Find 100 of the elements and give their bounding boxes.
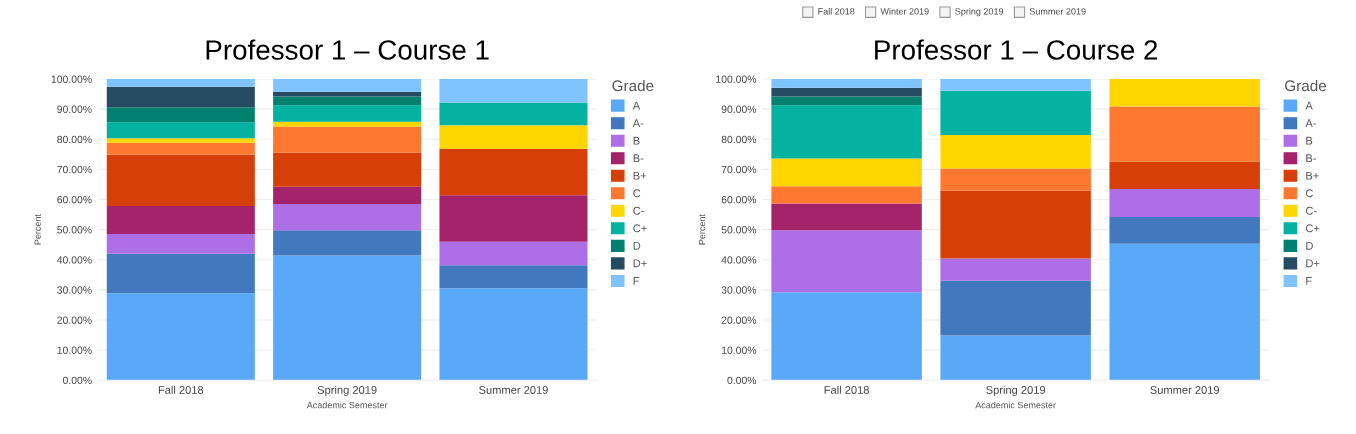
bar (771, 186, 922, 204)
bar (439, 265, 588, 289)
text: Winter 2019 (880, 7, 929, 15)
bar (1109, 106, 1260, 162)
chart-title: Professor 1 – Course 1 (206, 39, 489, 60)
bar (106, 206, 255, 235)
bar (771, 87, 922, 97)
legend-label: C (633, 189, 641, 198)
legend-title: Grade (612, 79, 654, 92)
y-tick-label: 80.00% (57, 135, 92, 144)
y-tick-label: 60.00% (57, 195, 92, 204)
legend-label: C (1305, 189, 1313, 198)
text: Summer 2019 (1029, 8, 1086, 15)
bar (940, 190, 1091, 259)
y-tick-label: 30.00% (721, 286, 757, 294)
bar (439, 195, 588, 242)
bar (940, 258, 1091, 281)
bar (273, 78, 422, 92)
y-tick-label: 70.00% (721, 165, 757, 174)
bar (439, 241, 588, 266)
bar (273, 96, 422, 106)
bar (439, 102, 588, 126)
legend-label: B- (633, 154, 644, 162)
legend-label: C+ (633, 224, 647, 233)
bar (106, 142, 255, 155)
x-tick-label: Fall 2018 (824, 385, 869, 394)
bar (771, 230, 922, 293)
bar (439, 78, 588, 103)
x-tick-label: Summer 2019 (1150, 386, 1220, 394)
y-tick-label: 90.00% (721, 105, 757, 113)
bar (940, 280, 1091, 336)
y-tick-label: 10.00% (57, 346, 92, 354)
bar (106, 86, 255, 108)
legend-label: D+ (1306, 259, 1320, 268)
x-axis-title: Academic Semester (975, 401, 1056, 409)
bar (1109, 188, 1260, 217)
bar (273, 126, 422, 153)
legend-title: Grade (1285, 79, 1327, 92)
y-tick-label: 40.00% (56, 256, 92, 264)
text: Fall 2018 (818, 7, 855, 15)
legend-label: F (1306, 277, 1312, 285)
y-tick-label: 0.00% (62, 376, 92, 385)
bar (273, 255, 422, 381)
y-tick-label: 10.00% (721, 346, 757, 354)
y-tick-label: 50.00% (57, 226, 92, 234)
bar (940, 335, 1091, 381)
chart-title: Professor 1 – Course 2 (875, 39, 1158, 60)
y-axis-title: Percent (34, 214, 41, 245)
bar (1109, 216, 1260, 244)
legend-label: A (1305, 101, 1313, 110)
bar (771, 203, 922, 231)
legend-label: C+ (1305, 224, 1320, 233)
bar (439, 125, 588, 149)
bar (940, 78, 1091, 91)
legend-label: D (1306, 241, 1313, 250)
legend-label: D+ (633, 259, 647, 268)
bar (106, 293, 255, 381)
y-tick-label: 0.00% (727, 376, 757, 385)
legend-label: B (633, 136, 640, 145)
bar (771, 158, 922, 187)
y-tick-label: 40.00% (721, 256, 757, 264)
bar (439, 148, 588, 196)
bar (771, 96, 922, 106)
legend-label: A- (632, 119, 644, 127)
x-tick-label: Spring 2019 (986, 385, 1046, 397)
y-tick-label: 100.00% (716, 75, 757, 83)
bar (1109, 78, 1260, 107)
y-tick-label: 50.00% (721, 226, 757, 234)
bar (106, 138, 255, 143)
bar (771, 78, 922, 88)
y-tick-label: 30.00% (57, 286, 92, 294)
bar (771, 292, 922, 381)
legend-label: C- (1305, 206, 1317, 215)
bar (940, 135, 1091, 169)
bar (273, 203, 422, 231)
legend-label: D (633, 241, 641, 250)
y-tick-label: 20.00% (57, 316, 92, 324)
legend-label: A- (1305, 119, 1317, 127)
y-axis-title: Percent (698, 214, 706, 245)
x-tick-label: Summer 2019 (479, 386, 548, 394)
bar (940, 90, 1091, 136)
bar (106, 154, 255, 207)
legend-label: B (1306, 136, 1313, 145)
legend-label: C- (633, 206, 644, 215)
bar (273, 105, 422, 122)
bar (106, 78, 255, 87)
bar (106, 107, 255, 123)
legend-label: B+ (1306, 171, 1319, 180)
legend-label: B+ (633, 171, 647, 180)
x-tick-label: Fall 2018 (158, 385, 204, 394)
legend-label: F (633, 277, 640, 285)
bar (106, 122, 255, 139)
y-tick-label: 20.00% (721, 316, 757, 324)
y-tick-label: 90.00% (57, 105, 92, 113)
bar (1109, 161, 1260, 189)
bar (273, 121, 422, 127)
bar (439, 288, 588, 381)
bar (940, 168, 1091, 191)
bar (273, 152, 422, 187)
bar (106, 234, 255, 254)
